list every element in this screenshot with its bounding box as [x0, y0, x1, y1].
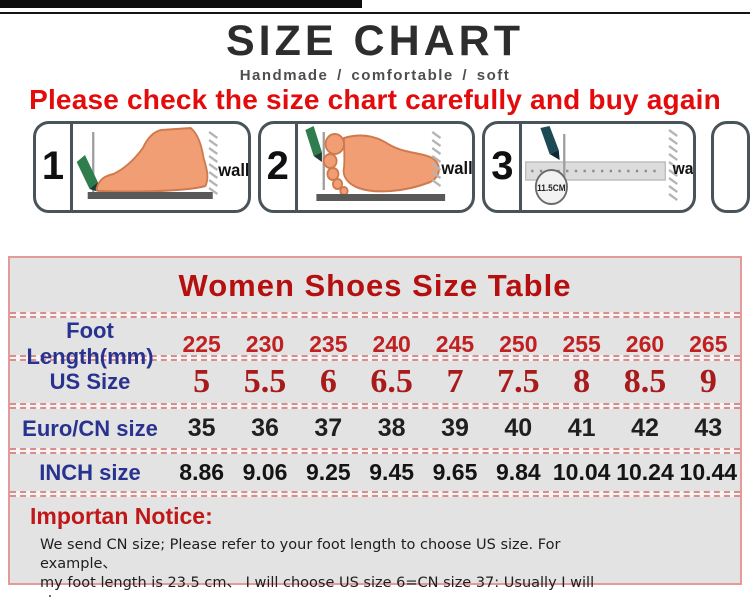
cell: 255 — [562, 330, 601, 357]
cell: 43 — [694, 414, 723, 442]
cell: 6.5 — [370, 363, 413, 400]
row-label: Foot Length(mm) — [26, 318, 154, 369]
foot-side-icon — [95, 126, 209, 193]
table-row-euro-cn-size: Euro/CN size 35 36 37 38 39 40 41 42 43 — [10, 409, 740, 448]
step-panel-1: 1 wall — [33, 120, 251, 213]
floor-bar — [316, 193, 445, 201]
cell: 41 — [567, 414, 596, 442]
step-panel-3: 3 11.5CM wall — [482, 120, 697, 213]
cell: 36 — [251, 414, 279, 442]
wall-label: wall — [672, 159, 693, 178]
foot-top-icon — [342, 134, 440, 193]
cell: 8.86 — [179, 459, 225, 485]
notice-line: We send CN size; Please refer to your fo… — [40, 537, 561, 572]
wall-hatch-icon — [668, 128, 679, 201]
pencil-icon — [76, 154, 98, 189]
table-row-us-size: US Size 5 5.5 6 6.5 7 7.5 8 8.5 9 — [10, 361, 740, 403]
cropped-panel-edge — [711, 120, 750, 213]
cell: 40 — [504, 414, 533, 442]
step-number: 1 — [36, 123, 73, 210]
wall-hatch-icon — [431, 130, 441, 187]
foot-side-measure-icon: wall — [76, 126, 248, 199]
notice-heading: Importan Notice: — [30, 503, 213, 529]
notice-line: my foot length is 23.5 cm、 I will choose… — [40, 575, 595, 597]
table-row-foot-length: Foot Length(mm) 225 230 235 240 245 250 … — [10, 318, 740, 369]
table-title: Women Shoes Size Table — [178, 268, 572, 303]
table-row-inch-size: INCH size 8.86 9.06 9.25 9.45 9.65 9.84 … — [10, 454, 740, 491]
step-number: 3 — [485, 123, 523, 210]
cell: 38 — [377, 414, 406, 442]
measure-circle — [535, 168, 569, 205]
cell: 9.65 — [432, 459, 478, 485]
cell: 240 — [372, 330, 411, 357]
cell: 9 — [699, 363, 717, 400]
measure-value: 11.5CM — [538, 183, 566, 193]
measuring-steps: 1 wall 2 — [33, 120, 750, 213]
step-1-illustration: wall — [73, 124, 248, 210]
page-title: SIZE CHART — [226, 17, 524, 65]
floor-bar — [87, 191, 213, 199]
cell: 7.5 — [497, 363, 540, 400]
dashed-separator — [10, 355, 740, 361]
wall-hatch-icon — [208, 130, 218, 195]
top-black-bar — [0, 0, 362, 8]
row-label: INCH size — [39, 459, 141, 485]
row-label: Euro/CN size — [22, 415, 158, 441]
cell: 10.44 — [679, 459, 738, 485]
dashed-separator — [10, 403, 740, 409]
dashed-separator — [10, 312, 740, 318]
cell: 9.45 — [369, 459, 415, 485]
step-2-illustration: wall — [298, 124, 473, 210]
wall-label: wall — [440, 157, 472, 178]
row-label: US Size — [49, 369, 131, 394]
pencil-icon — [540, 125, 560, 154]
cell: 9.25 — [305, 459, 351, 485]
size-table-section: Women Shoes Size Table Foot Length(mm) 2… — [8, 256, 742, 597]
cell: 9.06 — [242, 459, 288, 485]
cell: 35 — [187, 414, 216, 442]
foot-top-measure-icon: wall — [305, 125, 472, 201]
dashed-separator — [10, 491, 740, 497]
top-divider-line — [0, 12, 750, 14]
cell: 265 — [689, 330, 728, 357]
ruler-measure-icon: 11.5CM wall — [525, 125, 693, 205]
cell: 10.24 — [616, 459, 674, 485]
step-3-illustration: 11.5CM wall — [522, 124, 693, 210]
cell: 9.84 — [495, 459, 541, 485]
cell: 37 — [314, 414, 343, 442]
cell: 42 — [631, 414, 659, 442]
cell: 245 — [435, 330, 475, 357]
cell: 6 — [319, 363, 337, 400]
cell: 7 — [446, 363, 464, 400]
cell: 5 — [193, 363, 211, 400]
pencil-icon — [305, 125, 322, 156]
cell: 10.04 — [552, 459, 611, 485]
cell: 230 — [245, 330, 285, 357]
notice-section: Importan Notice: We send CN size; Please… — [10, 497, 740, 597]
cell: 8 — [573, 363, 591, 400]
step-panel-2: 2 wall — [257, 120, 476, 213]
cell: 39 — [441, 414, 469, 442]
dashed-separator — [10, 448, 740, 454]
cell: 5.5 — [243, 363, 287, 400]
cell: 235 — [309, 330, 348, 357]
wall-label: wall — [217, 159, 247, 180]
page-subtitle: Handmade / comfortable / soft — [239, 67, 511, 85]
cell: 8.5 — [623, 363, 667, 400]
step-number: 2 — [261, 123, 298, 210]
cell: 250 — [499, 330, 538, 357]
cell: 260 — [625, 330, 665, 357]
notice-paragraph: We send CN size; Please refer to your fo… — [30, 536, 630, 597]
warning-text: Please check the size chart carefully an… — [29, 84, 721, 116]
cell: 225 — [182, 330, 221, 357]
